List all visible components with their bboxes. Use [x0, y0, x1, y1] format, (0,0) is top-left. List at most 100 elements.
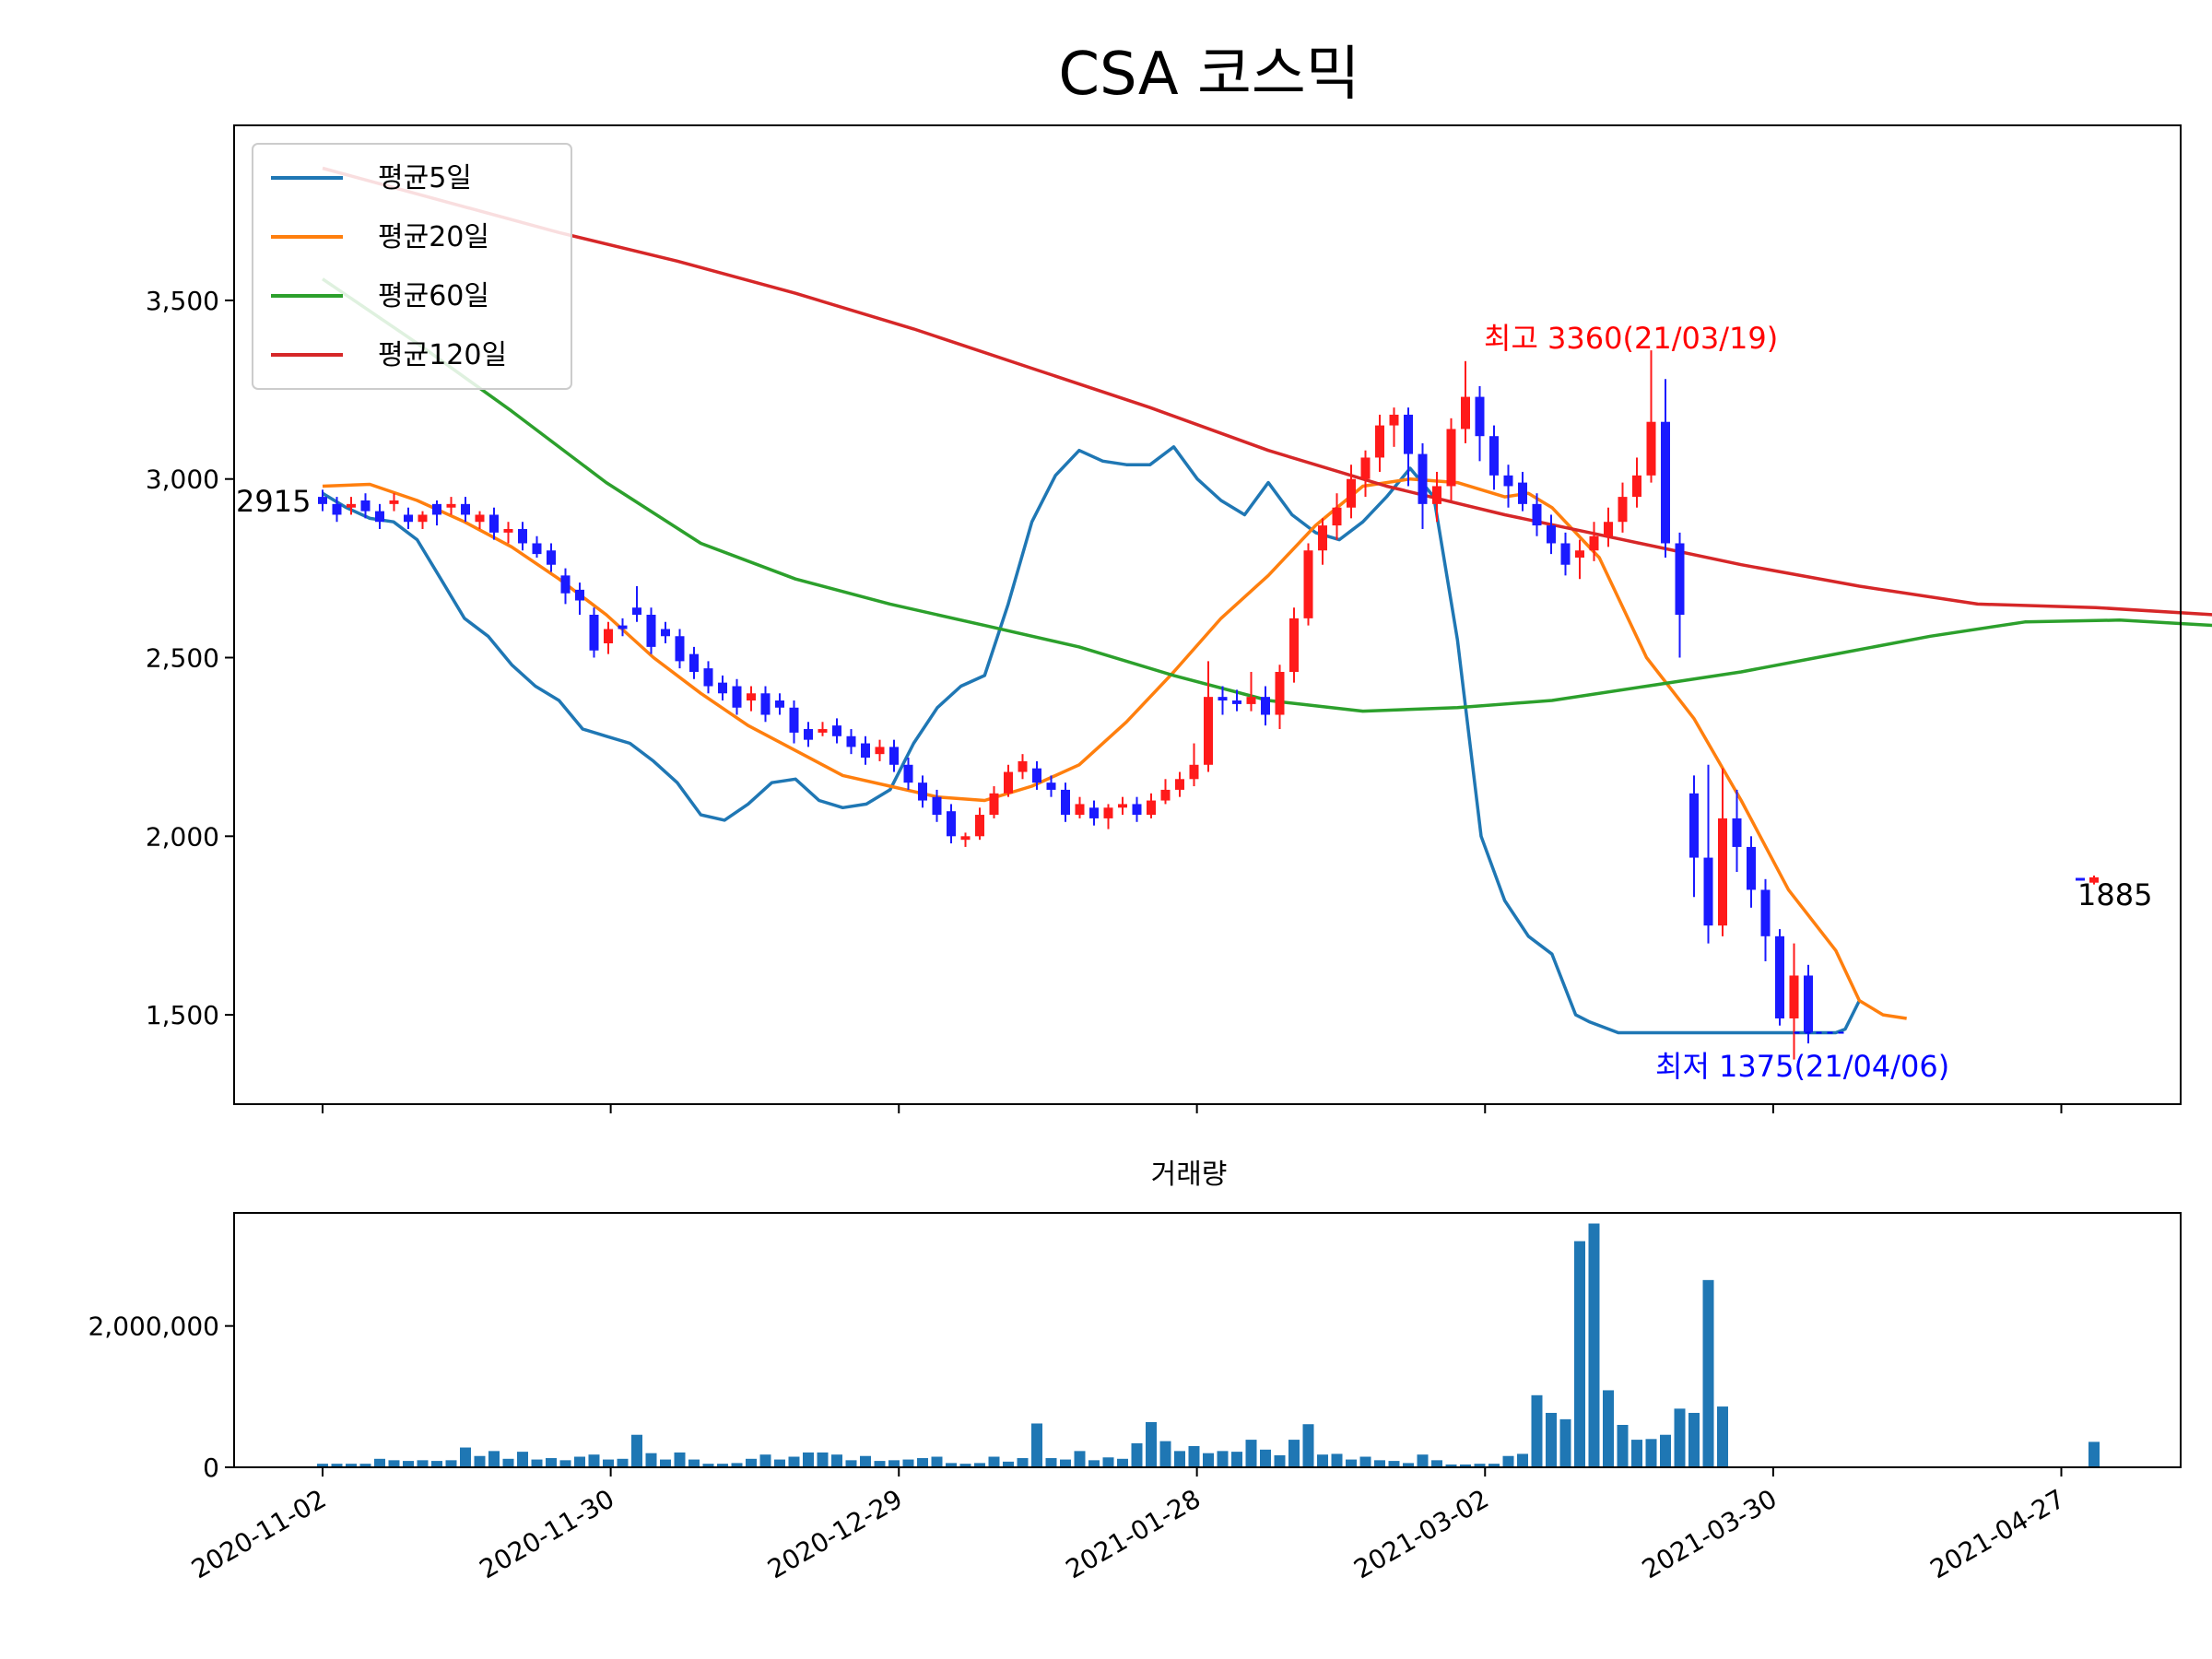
candle-body	[1675, 543, 1685, 615]
volume-bar	[1559, 1418, 1571, 1467]
volume-bar	[1460, 1464, 1471, 1467]
candle-body	[1046, 782, 1056, 790]
volume-bar	[1074, 1451, 1086, 1467]
volume-bar	[1274, 1454, 1286, 1467]
volume-y-tick-label: 2,000,000	[88, 1312, 219, 1342]
volume-bar	[1359, 1456, 1371, 1467]
volume-bar	[603, 1459, 614, 1467]
volume-bar	[502, 1458, 514, 1467]
candle-body	[804, 729, 813, 740]
price-y-tick-label: 2,500	[146, 643, 219, 674]
volume-bars	[317, 1223, 2100, 1467]
date-x-tick-label: 2020-12-29	[762, 1483, 907, 1584]
candle-body	[1632, 475, 1641, 498]
volume-bar	[1674, 1408, 1686, 1467]
candle-body	[1189, 764, 1199, 780]
candle-body	[418, 514, 428, 523]
candle-body	[1089, 807, 1099, 818]
volume-bar	[1245, 1440, 1257, 1467]
candle-body	[918, 782, 927, 801]
volume-bar	[974, 1463, 985, 1467]
candle-body	[1147, 800, 1156, 816]
candle-body	[1732, 818, 1742, 847]
candle-body	[589, 615, 599, 651]
volume-bar	[1146, 1421, 1157, 1467]
candle-body	[875, 747, 885, 755]
volume-bar	[688, 1459, 700, 1467]
legend-label-ma60: 평균60일	[378, 280, 489, 312]
volume-bar	[1031, 1423, 1042, 1467]
candle-body	[775, 700, 784, 708]
candle-body	[1518, 482, 1527, 504]
volume-bar	[1302, 1424, 1314, 1467]
candle-body	[632, 607, 641, 615]
candle-body	[1589, 535, 1599, 551]
candle-body	[1132, 804, 1142, 816]
candle-body	[1760, 889, 1771, 936]
volume-bar	[1003, 1461, 1014, 1467]
volume-bar	[988, 1456, 1000, 1467]
legend-label-ma120: 평균120일	[378, 339, 507, 371]
candle-body	[1703, 857, 1713, 926]
candle-body	[318, 497, 327, 504]
candle-body	[432, 503, 441, 515]
candle-body	[1618, 497, 1628, 523]
volume-bar	[1260, 1449, 1271, 1467]
volume-bar	[1374, 1460, 1385, 1467]
legend-box	[252, 143, 572, 390]
volume-bar	[431, 1461, 442, 1467]
candle-body	[1318, 525, 1327, 551]
volume-bar	[1231, 1452, 1242, 1467]
candle-body	[1775, 935, 1784, 1018]
volume-bar	[631, 1434, 642, 1467]
candle-body	[1118, 804, 1127, 808]
volume-title: 거래량	[1151, 1159, 1228, 1191]
volume-bar	[1174, 1451, 1185, 1467]
volume-panel: 0 2,000,000 2020-11-02 2020-11-30 2020-12-2…	[88, 1212, 2182, 1584]
volume-bar	[1045, 1458, 1057, 1467]
candle-body	[661, 629, 670, 637]
volume-bar	[1702, 1279, 1714, 1467]
volume-bar	[731, 1463, 743, 1467]
volume-bar	[460, 1447, 471, 1467]
volume-bar	[1217, 1451, 1229, 1467]
candle-body	[1160, 789, 1171, 801]
candle-body	[1303, 550, 1313, 618]
date-x-tick-label: 2021-01-28	[1061, 1483, 1206, 1584]
candle-body	[1532, 503, 1542, 526]
candle-body	[404, 514, 413, 523]
candle-body	[604, 629, 613, 644]
candle-body	[1289, 618, 1299, 673]
legend-label-ma5: 평균5일	[378, 162, 472, 194]
volume-bar	[617, 1458, 629, 1467]
candle-body	[689, 653, 699, 673]
ma-line-3	[322, 166, 2212, 617]
volume-bar	[902, 1459, 914, 1467]
volume-bar	[1660, 1434, 1671, 1467]
candle-body	[1275, 672, 1285, 715]
volume-bar	[1331, 1453, 1343, 1467]
candle-body	[1347, 478, 1356, 508]
candle-body	[1475, 396, 1485, 437]
candle-body	[989, 793, 999, 816]
volume-bar	[660, 1459, 671, 1467]
volume-bar	[531, 1459, 543, 1467]
volume-bar	[574, 1456, 585, 1467]
volume-bar	[517, 1452, 528, 1467]
candle-body	[332, 503, 342, 515]
volume-bar	[546, 1458, 557, 1467]
annotation-high: 최고 3360(21/03/19)	[1484, 321, 1778, 356]
candle-body	[1375, 425, 1384, 458]
candle-body	[1432, 486, 1441, 504]
candle-body	[1418, 453, 1428, 504]
volume-y-tick-label: 0	[203, 1453, 219, 1483]
candle-body	[932, 796, 942, 816]
candle-body	[547, 550, 556, 565]
candle-body	[1075, 804, 1085, 816]
volume-y-axis: 0 2,000,000	[88, 1312, 234, 1483]
candle-body	[1547, 525, 1556, 544]
candle-body	[518, 528, 527, 544]
candle-body	[560, 575, 571, 594]
volume-bar	[917, 1458, 928, 1467]
candle-body	[1232, 700, 1241, 704]
